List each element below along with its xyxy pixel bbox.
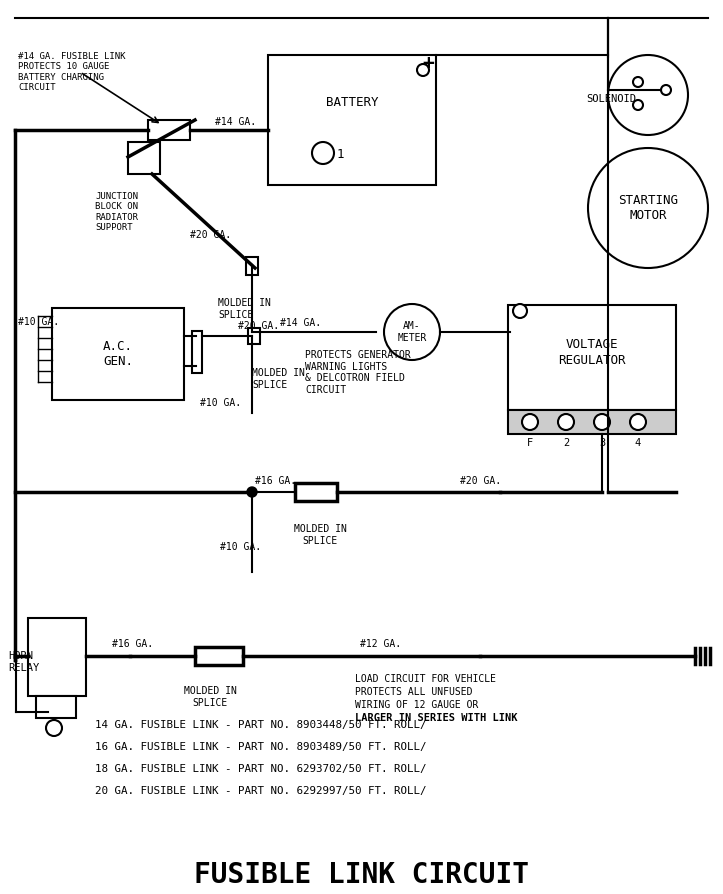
Text: HORN
RELAY: HORN RELAY: [8, 651, 39, 673]
Text: MOLDED IN
SPLICE: MOLDED IN SPLICE: [252, 368, 305, 390]
Text: BATTERY: BATTERY: [326, 97, 378, 109]
Text: 16 GA. FUSIBLE LINK - PART NO. 8903489/50 FT. ROLL/: 16 GA. FUSIBLE LINK - PART NO. 8903489/5…: [95, 742, 427, 752]
Text: #20 GA.: #20 GA.: [238, 321, 279, 331]
Circle shape: [661, 85, 671, 95]
Circle shape: [588, 148, 708, 268]
Circle shape: [312, 142, 334, 164]
Text: 1: 1: [337, 148, 344, 161]
Text: +: +: [422, 54, 434, 72]
Text: 14 GA. FUSIBLE LINK - PART NO. 8903448/50 FT. ROLL/: 14 GA. FUSIBLE LINK - PART NO. 8903448/5…: [95, 720, 427, 730]
Text: VOLTAGE
REGULATOR: VOLTAGE REGULATOR: [558, 339, 625, 367]
Text: PROTECTS ALL UNFUSED: PROTECTS ALL UNFUSED: [355, 687, 473, 697]
Text: STARTING
MOTOR: STARTING MOTOR: [618, 194, 678, 222]
Bar: [195, 647, 243, 665]
Text: SOLENOID: SOLENOID: [586, 94, 636, 104]
Text: 18 GA. FUSIBLE LINK - PART NO. 6293702/50 FT. ROLL/: 18 GA. FUSIBLE LINK - PART NO. 6293702/5…: [95, 764, 427, 774]
Bar: [508, 305, 676, 410]
Text: 20 GA. FUSIBLE LINK - PART NO. 6292997/50 FT. ROLL/: 20 GA. FUSIBLE LINK - PART NO. 6292997/5…: [95, 786, 427, 796]
Circle shape: [633, 77, 643, 87]
Bar: [268, 55, 436, 185]
Text: F: F: [527, 438, 533, 448]
Text: MOLDED IN
SPLICE: MOLDED IN SPLICE: [294, 524, 346, 545]
Text: #16 GA.: #16 GA.: [112, 639, 153, 649]
Circle shape: [247, 487, 257, 497]
Text: #16 GA.: #16 GA.: [255, 476, 296, 486]
Text: #10 GA.: #10 GA.: [200, 398, 241, 408]
Bar: [295, 483, 337, 501]
Bar: [508, 410, 676, 434]
Text: LOAD CIRCUIT FOR VEHICLE: LOAD CIRCUIT FOR VEHICLE: [355, 674, 496, 684]
Bar: [28, 618, 86, 696]
Circle shape: [594, 414, 610, 430]
Text: #14 GA.: #14 GA.: [280, 318, 321, 328]
Circle shape: [46, 720, 62, 736]
Circle shape: [417, 64, 429, 76]
Bar: [36, 696, 76, 718]
Text: PROTECTS GENERATOR
WARNING LIGHTS
& DELCOTRON FIELD
CIRCUIT: PROTECTS GENERATOR WARNING LIGHTS & DELC…: [305, 350, 411, 395]
Text: #12 GA.: #12 GA.: [360, 639, 401, 649]
Text: 2: 2: [563, 438, 569, 448]
Text: #14 GA.: #14 GA.: [215, 117, 256, 127]
Text: 3: 3: [599, 438, 605, 448]
Bar: [148, 120, 190, 140]
Text: MOLDED IN
SPLICE: MOLDED IN SPLICE: [184, 686, 236, 707]
Circle shape: [558, 414, 574, 430]
Text: A.C.
GEN.: A.C. GEN.: [103, 340, 133, 368]
Bar: [52, 308, 184, 400]
Circle shape: [522, 414, 538, 430]
Text: JUNCTION
BLOCK ON
RADIATOR
SUPPORT: JUNCTION BLOCK ON RADIATOR SUPPORT: [95, 192, 138, 232]
Text: FUSIBLE LINK CIRCUIT: FUSIBLE LINK CIRCUIT: [194, 861, 529, 889]
Text: #20 GA.: #20 GA.: [190, 230, 231, 240]
Text: 4: 4: [635, 438, 641, 448]
Bar: [246, 257, 258, 275]
Bar: [192, 331, 202, 373]
Bar: [128, 142, 160, 174]
Text: LARGER IN SERIES WITH LINK: LARGER IN SERIES WITH LINK: [355, 713, 518, 723]
Circle shape: [608, 55, 688, 135]
Text: WIRING OF 12 GAUGE OR: WIRING OF 12 GAUGE OR: [355, 700, 479, 710]
Circle shape: [384, 304, 440, 360]
Text: MOLDED IN
SPLICE: MOLDED IN SPLICE: [218, 298, 271, 319]
Bar: [248, 328, 260, 344]
Text: AM-
METER: AM- METER: [398, 321, 427, 342]
Text: #10 GA.: #10 GA.: [220, 542, 261, 552]
Text: #14 GA. FUSIBLE LINK
PROTECTS 10 GAUGE
BATTERY CHARGING
CIRCUIT: #14 GA. FUSIBLE LINK PROTECTS 10 GAUGE B…: [18, 52, 126, 92]
Circle shape: [630, 414, 646, 430]
Circle shape: [513, 304, 527, 318]
Text: #10 GA.: #10 GA.: [18, 317, 59, 327]
Circle shape: [633, 100, 643, 110]
Text: #20 GA.: #20 GA.: [460, 476, 501, 486]
